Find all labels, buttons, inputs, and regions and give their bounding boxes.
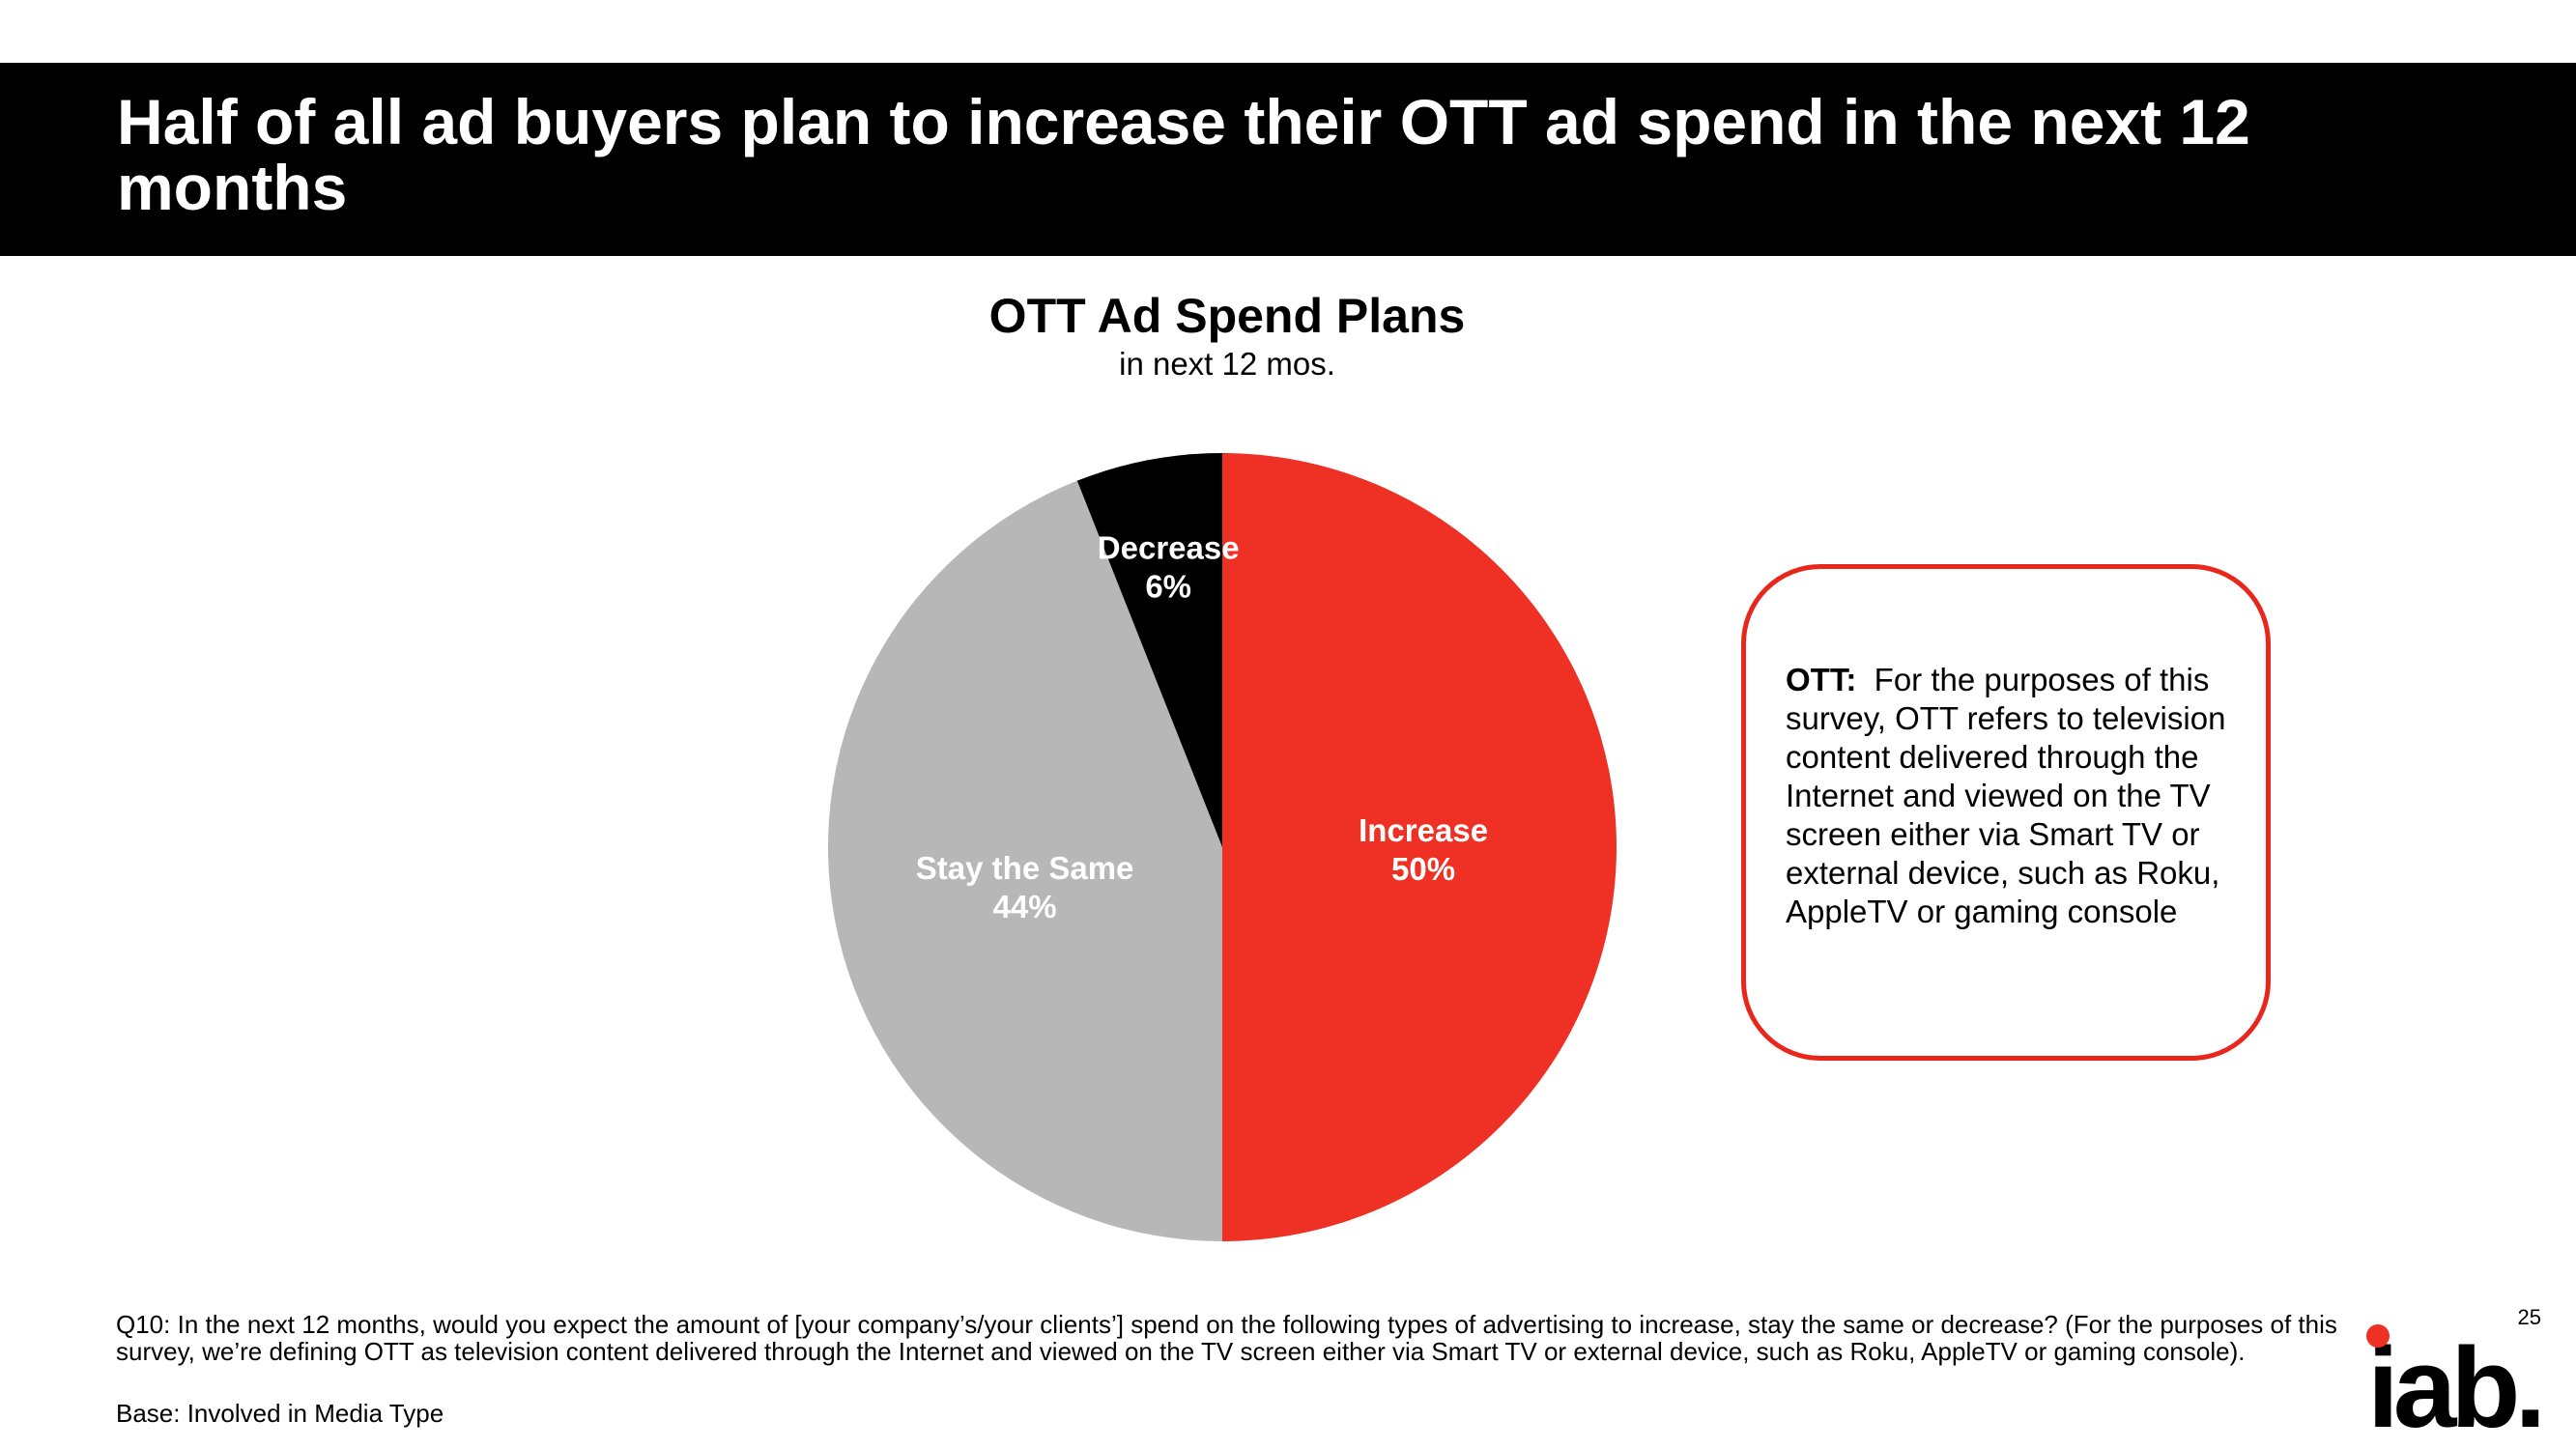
definition-term: OTT:	[1786, 662, 1857, 697]
slide-title: Half of all ad buyers plan to increase t…	[117, 86, 2250, 223]
pie-slice-decrease	[1076, 453, 1222, 847]
definition-body: For the purposes of this survey, OTT ref…	[1786, 662, 2226, 929]
iab-logo-dot	[2366, 1324, 2390, 1348]
slice-value-increase: 50%	[1391, 851, 1455, 887]
slice-value-stay-the-same: 44%	[993, 889, 1057, 924]
question-footnote: Q10: In the next 12 months, would you ex…	[116, 1310, 2337, 1366]
title-bar	[0, 63, 2576, 256]
pie-slice-increase	[1222, 453, 1617, 1241]
page-number: 25	[2517, 1305, 2541, 1329]
slice-value-decrease: 6%	[1145, 568, 1191, 604]
definition-box	[1741, 564, 2271, 1061]
chart-title: OTT Ad Spend Plans	[988, 289, 1466, 343]
slice-label-decrease: Decrease	[1098, 529, 1240, 565]
pie-slice-stay-the-same	[827, 480, 1222, 1241]
base-note: Base: Involved in Media Type	[116, 1399, 444, 1428]
iab-logo-text: iab.	[2367, 1324, 2540, 1441]
iab-logo: iab.	[2366, 1324, 2546, 1441]
slice-label-increase: Increase	[1359, 812, 1488, 848]
chart-subtitle: in next 12 mos.	[1119, 346, 1335, 382]
slice-label-stay-the-same: Stay the Same	[916, 850, 1134, 886]
definition-text: OTT: For the purposes of this survey, OT…	[1786, 661, 2249, 931]
